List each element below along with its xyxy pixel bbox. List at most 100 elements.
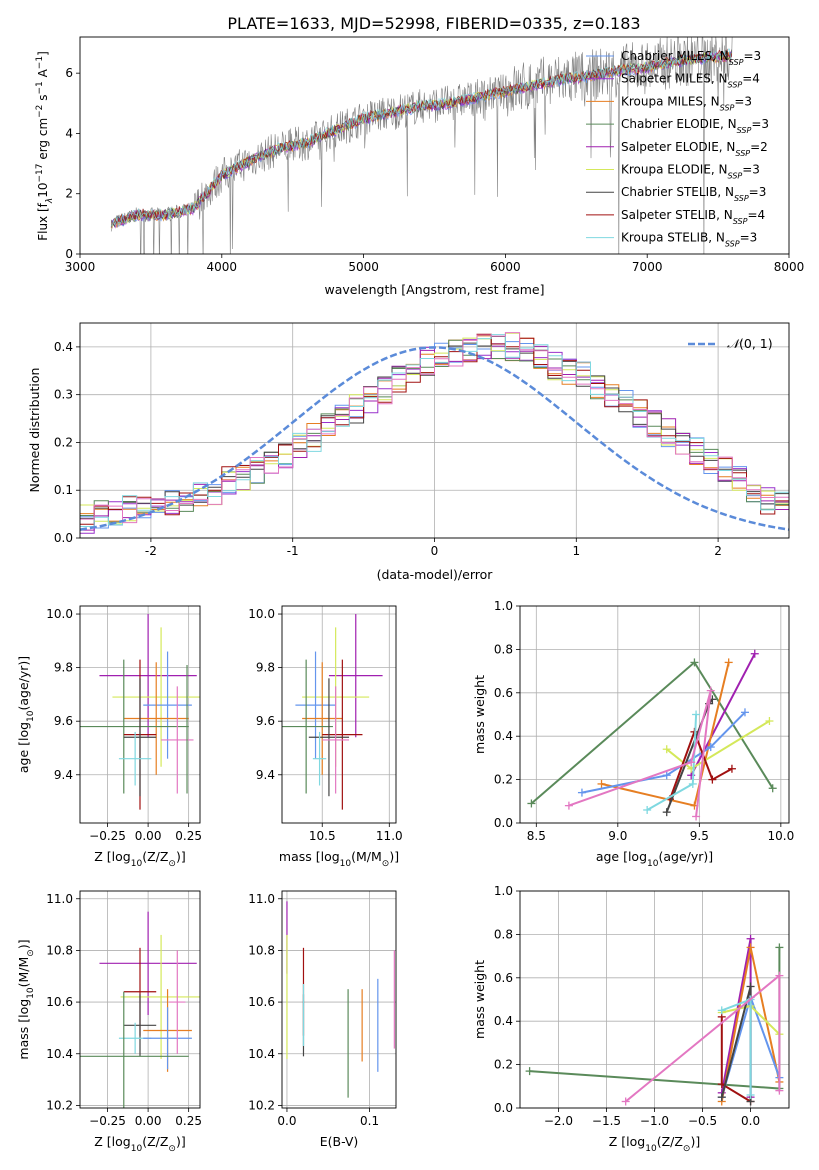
data-point <box>80 659 189 794</box>
label-text: (Z/Z <box>142 849 168 864</box>
weight-marker <box>564 801 573 810</box>
y-tick-label: 9.8 <box>256 661 275 675</box>
residual-histogram-panel: -2 -1 0 1 2 0.0 0.1 0.2 0.3 0.4 𝒩(0, 1) (data-model… <box>27 322 790 582</box>
y-tick-label: 10.0 <box>248 607 275 621</box>
x-tick-label: 6000 <box>490 260 521 274</box>
y-tick-label: 0.0 <box>494 1101 513 1115</box>
label-text: E(B-V) <box>320 1134 359 1149</box>
legend-suffix: =3 <box>742 163 760 177</box>
y-tick-label: 0.2 <box>494 1058 513 1072</box>
label-sub: ⊙ <box>168 1144 176 1154</box>
y-tick-label: 10.8 <box>248 943 275 957</box>
weight-marker <box>687 758 696 767</box>
weight-marker <box>746 1090 755 1099</box>
x-axis-label: E(B-V) <box>320 1134 359 1149</box>
y-tick-label: 9.8 <box>54 661 73 675</box>
weight-marker <box>775 1086 784 1095</box>
y-tick-label: 10.6 <box>248 995 275 1009</box>
weight-marker <box>692 812 701 821</box>
histogram-chabrier-elodie <box>80 334 789 523</box>
x-axis-label: Z [log10(Z/Z⊙)] <box>609 1134 700 1154</box>
legend-text: Salpeter MILES, N <box>621 72 728 86</box>
weight-series <box>581 711 746 794</box>
weight-marker <box>717 1093 726 1102</box>
x-axis-label: Z [log10(Z/Z⊙)] <box>94 849 185 869</box>
data-point <box>80 991 189 1108</box>
x-tick-label: 1 <box>572 544 580 558</box>
data-point <box>322 659 363 810</box>
y-label-part: 10 <box>36 183 50 198</box>
y-tick-label: 6 <box>65 66 73 80</box>
histogram-kroupa-stelib <box>80 334 789 527</box>
legend-text: Chabrier ELODIE, N <box>621 117 737 131</box>
x-tick-label: 9.5 <box>690 829 709 843</box>
weight-marker <box>597 779 606 788</box>
y-label-part: −1 <box>35 81 45 94</box>
legend-entry: Chabrier STELIB, NSSP=3 <box>621 185 766 203</box>
x-axis-label: Z [log10(Z/Z⊙)] <box>94 1134 185 1154</box>
legend-suffix: =2 <box>750 140 768 154</box>
y-tick-label: 9.4 <box>256 768 275 782</box>
x-tick-label: 2 <box>714 544 722 558</box>
data-point <box>123 994 157 1057</box>
weight-marker <box>765 717 774 726</box>
x-tick-label: −0.5 <box>688 1114 717 1128</box>
plot-area <box>80 332 789 534</box>
age-vs-mass-panel: 10.5 11.0 9.4 9.6 9.8 10.0 mass [log10(M/M⊙)] <box>248 605 403 869</box>
weight-series <box>690 653 756 776</box>
label-text: (M/M <box>351 849 382 864</box>
y-label-part: s <box>36 95 50 105</box>
data-point <box>123 678 157 797</box>
y-axis-label: Flux [fλ10−17 erg cm−2 s−1 A−1] <box>35 51 55 241</box>
x-tick-label: 5000 <box>348 260 379 274</box>
x-axis-label: age [log10(age/yr)] <box>596 849 713 869</box>
x-tick-label: −0.25 <box>89 1114 126 1128</box>
legend-entry: Salpeter ELODIE, NSSP=2 <box>621 140 768 158</box>
data-point <box>161 686 194 794</box>
legend-text: Chabrier STELIB, N <box>621 185 734 199</box>
legend-sub: SSP <box>733 216 748 225</box>
y-tick-label: 0.8 <box>494 927 513 941</box>
x-tick-label: 11.0 <box>376 829 403 843</box>
axes-frame <box>79 322 790 539</box>
y-tick-label: 0.8 <box>494 642 513 656</box>
label-text: )] <box>176 849 186 864</box>
data-point <box>118 731 152 786</box>
age-vs-metallicity-panel: −0.25 0.00 0.259.49.69.810.0Z [log10(Z/Z⊙)… <box>16 605 202 869</box>
legend-suffix: =3 <box>734 94 752 108</box>
label-sub: ⊙ <box>168 859 176 869</box>
axes-frame <box>79 36 790 255</box>
weight-marker <box>706 686 715 695</box>
legend-args: (0, 1) <box>739 336 773 351</box>
weight-marker <box>750 649 759 658</box>
legend-suffix: =3 <box>751 117 769 131</box>
x-tick-label: -2 <box>145 544 157 558</box>
label-text: (age/yr)] <box>16 656 31 711</box>
y-tick-label: 1.0 <box>494 884 513 898</box>
weight-marker <box>708 775 717 784</box>
y-tick-label: 10.4 <box>46 1047 73 1061</box>
y-tick-label: 9.6 <box>54 714 73 728</box>
y-label-part: ] <box>36 51 50 56</box>
histogram-chabrier-stelib <box>80 336 789 519</box>
x-axis-label: mass [log10(M/M⊙)] <box>279 849 399 869</box>
y-label-part: Flux [f <box>36 202 50 240</box>
x-tick-label: 0.1 <box>360 1114 379 1128</box>
legend-entry: Kroupa ELODIE, NSSP=3 <box>621 163 760 181</box>
label-text: age [log <box>16 722 31 773</box>
weight-marker <box>746 943 755 952</box>
label-sub: ⊙ <box>683 1144 691 1154</box>
plot-area <box>110 37 733 254</box>
data-point <box>322 686 350 794</box>
x-axis-label: (data-model)/error <box>377 567 494 582</box>
x-tick-label: 0.00 <box>135 829 162 843</box>
label-text: Z [log <box>94 1134 130 1149</box>
axes-frame <box>519 605 790 824</box>
legend-text: Kroupa ELODIE, N <box>621 163 728 177</box>
legend-entry: Kroupa MILES, NSSP=3 <box>621 94 752 112</box>
y-tick-label: 0.6 <box>494 971 513 985</box>
axes-frame <box>79 605 201 824</box>
label-sub: 10 <box>131 859 143 869</box>
x-tick-label: 4000 <box>207 260 238 274</box>
mass-vs-ebv-panel: 0.0 0.1 10.2 10.4 10.6 10.8 11.0 E(B-V) <box>248 890 397 1149</box>
